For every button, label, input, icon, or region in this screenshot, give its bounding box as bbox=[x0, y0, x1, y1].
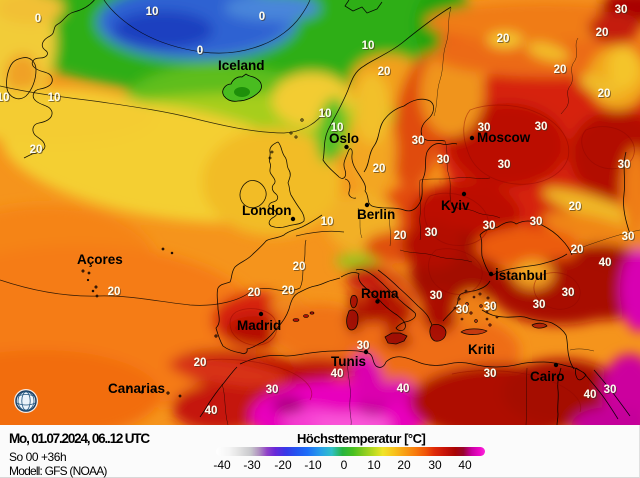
svg-text:30: 30 bbox=[425, 227, 438, 239]
svg-text:Roma: Roma bbox=[361, 286, 399, 301]
svg-text:20: 20 bbox=[394, 230, 407, 242]
svg-text:30: 30 bbox=[533, 299, 546, 311]
svg-text:Kyiv: Kyiv bbox=[441, 198, 470, 213]
svg-text:Açores: Açores bbox=[77, 252, 123, 267]
svg-text:Canarias: Canarias bbox=[108, 381, 165, 396]
svg-text:30: 30 bbox=[483, 220, 496, 232]
svg-text:10: 10 bbox=[331, 122, 344, 134]
svg-text:20: 20 bbox=[497, 33, 510, 45]
svg-text:London: London bbox=[242, 203, 291, 218]
svg-text:30: 30 bbox=[484, 368, 497, 380]
svg-text:30: 30 bbox=[430, 290, 443, 302]
svg-text:0: 0 bbox=[197, 45, 203, 57]
svg-text:10: 10 bbox=[48, 92, 61, 104]
svg-text:Madrid: Madrid bbox=[237, 318, 281, 333]
svg-text:20: 20 bbox=[282, 285, 295, 297]
svg-text:30: 30 bbox=[266, 384, 279, 396]
svg-text:Oslo: Oslo bbox=[329, 131, 359, 146]
svg-text:10: 10 bbox=[146, 6, 159, 18]
svg-text:30: 30 bbox=[498, 159, 511, 171]
svg-text:30: 30 bbox=[484, 301, 497, 313]
svg-text:20: 20 bbox=[108, 286, 121, 298]
svg-text:10: 10 bbox=[362, 40, 375, 52]
svg-text:30: 30 bbox=[530, 216, 543, 228]
svg-text:30: 30 bbox=[535, 121, 548, 133]
svg-text:40: 40 bbox=[599, 257, 612, 269]
svg-text:20: 20 bbox=[248, 287, 261, 299]
svg-text:30: 30 bbox=[357, 340, 370, 352]
svg-text:40: 40 bbox=[397, 383, 410, 395]
svg-text:30: 30 bbox=[478, 122, 491, 134]
svg-text:30: 30 bbox=[604, 384, 617, 396]
svg-text:20: 20 bbox=[554, 64, 567, 76]
svg-text:20: 20 bbox=[378, 66, 391, 78]
svg-text:Berlin: Berlin bbox=[357, 207, 395, 222]
svg-text:30: 30 bbox=[437, 154, 450, 166]
svg-text:40: 40 bbox=[584, 389, 597, 401]
svg-text:30: 30 bbox=[618, 159, 631, 171]
svg-text:20: 20 bbox=[569, 201, 582, 213]
svg-text:Kriti: Kriti bbox=[468, 342, 495, 357]
svg-text:30: 30 bbox=[615, 4, 628, 16]
svg-text:40: 40 bbox=[331, 368, 344, 380]
svg-text:Moscow: Moscow bbox=[477, 130, 531, 145]
svg-text:20: 20 bbox=[194, 357, 207, 369]
svg-text:40: 40 bbox=[205, 405, 218, 417]
svg-text:20: 20 bbox=[596, 27, 609, 39]
svg-text:20: 20 bbox=[373, 163, 386, 175]
svg-text:0: 0 bbox=[259, 11, 265, 23]
svg-text:20: 20 bbox=[293, 261, 306, 273]
svg-text:İstanbul: İstanbul bbox=[495, 268, 547, 283]
svg-text:10: 10 bbox=[319, 108, 332, 120]
svg-text:Tunis: Tunis bbox=[331, 354, 366, 369]
svg-text:30: 30 bbox=[622, 231, 635, 243]
svg-text:30: 30 bbox=[456, 304, 469, 316]
svg-text:20: 20 bbox=[598, 88, 611, 100]
svg-text:10: 10 bbox=[0, 92, 9, 104]
svg-text:20: 20 bbox=[30, 144, 43, 156]
svg-text:Cairo: Cairo bbox=[530, 369, 565, 384]
svg-text:30: 30 bbox=[412, 135, 425, 147]
svg-text:30: 30 bbox=[562, 287, 575, 299]
svg-text:10: 10 bbox=[321, 216, 334, 228]
svg-text:Iceland: Iceland bbox=[218, 58, 265, 73]
svg-text:0: 0 bbox=[35, 13, 41, 25]
svg-text:20: 20 bbox=[571, 244, 584, 256]
